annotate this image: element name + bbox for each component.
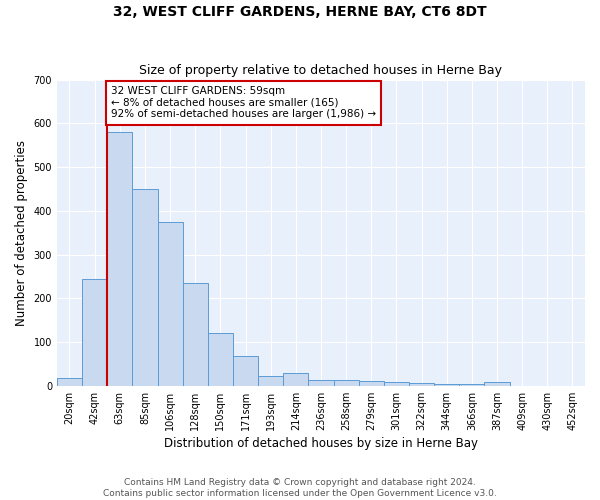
Y-axis label: Number of detached properties: Number of detached properties (15, 140, 28, 326)
Bar (107, 132, 133, 386)
Title: Size of property relative to detached houses in Herne Bay: Size of property relative to detached ho… (139, 64, 502, 77)
Bar (384, 382, 409, 386)
Bar (258, 376, 283, 386)
Bar (308, 380, 334, 386)
Text: 32 WEST CLIFF GARDENS: 59sqm
← 8% of detached houses are smaller (165)
92% of se: 32 WEST CLIFF GARDENS: 59sqm ← 8% of det… (111, 86, 376, 120)
X-axis label: Distribution of detached houses by size in Herne Bay: Distribution of detached houses by size … (164, 437, 478, 450)
Bar (82, 278, 107, 386)
Text: Contains HM Land Registry data © Crown copyright and database right 2024.
Contai: Contains HM Land Registry data © Crown c… (103, 478, 497, 498)
Text: 32, WEST CLIFF GARDENS, HERNE BAY, CT6 8DT: 32, WEST CLIFF GARDENS, HERNE BAY, CT6 8… (113, 5, 487, 19)
Bar (409, 383, 434, 386)
Bar (359, 382, 384, 386)
Bar (57, 378, 82, 386)
Bar (158, 222, 182, 386)
Bar (459, 384, 484, 386)
Bar (233, 356, 258, 386)
Bar (133, 189, 158, 386)
Bar (208, 334, 233, 386)
Bar (334, 380, 359, 386)
Bar (434, 384, 459, 386)
Bar (182, 283, 208, 386)
Bar (484, 382, 509, 386)
Bar (283, 372, 308, 386)
